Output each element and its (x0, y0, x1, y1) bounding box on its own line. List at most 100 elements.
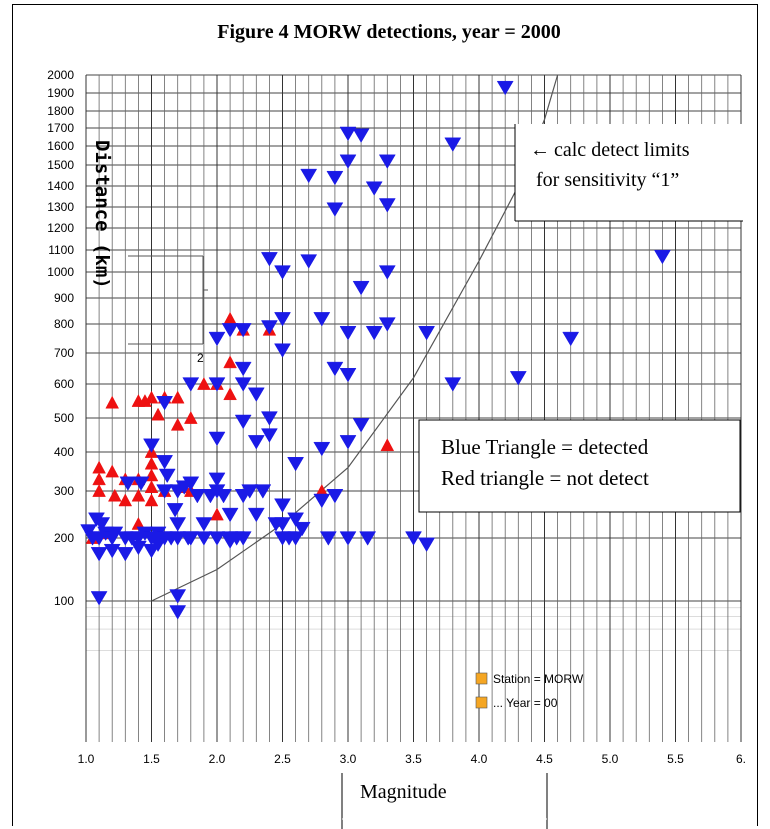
detected-marker (313, 312, 331, 327)
detected-marker (158, 468, 176, 484)
year-legend-label: ... Year = 00 (493, 696, 558, 710)
detected-marker (208, 431, 226, 447)
detected-marker (234, 377, 252, 392)
not-detected-marker (223, 387, 237, 401)
not-detected-marker (92, 460, 106, 474)
not-detected-marker (223, 311, 237, 325)
y-tick-label: 1200 (47, 221, 74, 235)
detected-marker (352, 418, 370, 433)
not-detected-marker (151, 407, 165, 421)
y-tick-label: 100 (54, 594, 74, 608)
y-tick-label: 1700 (47, 121, 74, 135)
x-tick-label: 1.0 (78, 752, 95, 766)
y-tick-label: 600 (54, 377, 74, 391)
detected-marker (90, 591, 108, 606)
detected-marker (254, 484, 272, 499)
y-tick-label: 1300 (47, 200, 74, 214)
detected-marker (496, 80, 514, 96)
chart-title: Figure 4 MORW detections, year = 2000 (217, 21, 560, 43)
detected-marker (143, 438, 160, 453)
detected-marker (234, 323, 252, 338)
detected-marker (365, 181, 383, 196)
detected-marker (313, 441, 331, 457)
x-tick-label: 1.5 (143, 752, 160, 766)
detected-marker (221, 323, 239, 338)
y-tick-label: 1900 (47, 86, 74, 100)
detected-marker (287, 531, 305, 546)
detected-marker (166, 503, 184, 518)
detected-marker (326, 489, 344, 504)
not-detected-marker (210, 507, 224, 521)
detected-marker (132, 476, 150, 491)
not-detected-marker (144, 390, 159, 404)
detected-marker (339, 326, 357, 341)
detected-marker (182, 476, 200, 491)
y-tick-label: 500 (54, 411, 74, 425)
detected-marker (182, 531, 200, 546)
curve-note-line1: calc detect limits (554, 139, 690, 161)
detected-marker (274, 265, 291, 280)
detected-marker (169, 605, 187, 620)
detected-marker (339, 368, 357, 383)
y-tick-label: 1800 (47, 104, 74, 118)
axis-fragment-label: 2 (197, 351, 204, 365)
curve-note-arrow: ← (530, 139, 550, 161)
x-tick-label: 2.0 (209, 752, 226, 766)
detected-marker (247, 435, 265, 450)
x-tick-label: 2.5 (274, 752, 291, 766)
detected-marker (221, 507, 239, 523)
y-tick-label: 400 (54, 445, 74, 459)
curve-note-box: ← calc detect limits for sensitivity “1” (514, 124, 743, 222)
series-detected (80, 80, 671, 620)
x-tick-label: 6. (736, 752, 746, 766)
detected-marker (182, 377, 200, 392)
detected-marker (169, 589, 187, 604)
detected-marker (378, 198, 396, 213)
not-detected-marker (105, 395, 120, 409)
detected-marker (234, 531, 252, 546)
detected-marker (156, 455, 174, 470)
y-tick-label: 1600 (47, 139, 74, 153)
y-axis-label: Distance (km) (91, 140, 113, 289)
not-detected-marker (170, 417, 185, 431)
detected-marker (653, 249, 671, 265)
detected-marker (287, 457, 305, 472)
x-tick-label: 4.0 (471, 752, 488, 766)
detected-marker (293, 521, 311, 537)
detected-marker (378, 154, 396, 169)
y-tick-label: 200 (54, 531, 74, 545)
not-detected-marker (131, 488, 146, 502)
not-detected-marker (118, 493, 133, 507)
detected-marker (378, 317, 396, 332)
detected-marker (339, 126, 357, 142)
x-axis-label: Magnitude (360, 781, 447, 803)
detected-marker (241, 484, 259, 499)
year-legend-swatch (475, 696, 488, 709)
not-detected-marker (108, 488, 122, 502)
y-tick-label: 1400 (47, 179, 74, 193)
y-tick-label: 1500 (47, 158, 74, 172)
detected-marker (260, 252, 278, 267)
detected-marker (208, 472, 226, 487)
detected-marker (119, 476, 137, 491)
detected-marker (326, 202, 344, 217)
detected-marker (260, 320, 278, 335)
y-tick-label: 2000 (47, 68, 74, 82)
curve-note-line2: for sensitivity “1” (536, 169, 679, 191)
legend-box: Blue Triangle = detected Red triangle = … (418, 419, 741, 513)
not-detected-marker (144, 480, 159, 493)
detected-marker (215, 489, 232, 504)
not-detected-marker (183, 411, 198, 424)
detected-marker (247, 387, 265, 402)
detected-marker (444, 377, 462, 392)
x-tick-labels: 1.0 1.5 2.0 2.5 3.0 3.5 4.0 4.5 5.0 5.5 6. (78, 752, 746, 766)
y-tick-label: 300 (54, 484, 74, 498)
station-legend-swatch (475, 672, 488, 685)
not-detected-marker (380, 438, 395, 452)
detected-marker (116, 547, 134, 562)
x-tick-label: 3.0 (340, 752, 357, 766)
detected-marker (300, 254, 318, 269)
y-tick-label: 1000 (47, 265, 74, 279)
detected-marker (405, 531, 422, 546)
